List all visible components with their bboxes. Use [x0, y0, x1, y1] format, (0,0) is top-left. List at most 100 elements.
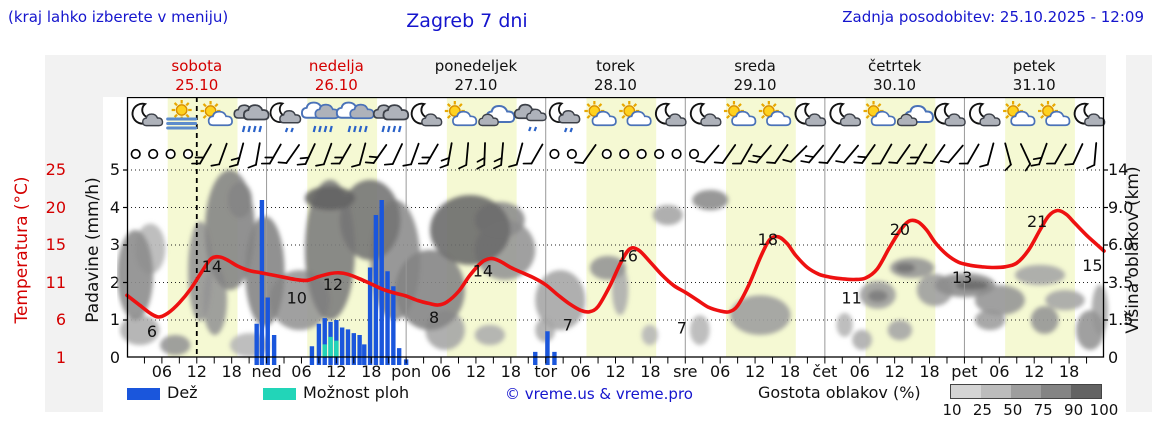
day-date: 25.10	[175, 76, 219, 94]
wind-calm-icon	[654, 148, 665, 160]
rain-bar	[391, 286, 396, 365]
wind-barb-icon	[458, 142, 470, 170]
cloud-density-label: Gostota oblakov (%)	[758, 383, 921, 402]
weather-icon-moon-drizzle	[269, 102, 302, 133]
weather-icon-moon-cloud	[829, 102, 862, 127]
weather-icon-rain	[233, 104, 270, 133]
tick-label: 5	[109, 160, 120, 179]
density-tick-label: 25	[972, 401, 992, 419]
day-header-sreda: sreda 29.10	[685, 57, 825, 95]
temperature-value-label: 10	[287, 288, 307, 307]
cloud-layer	[117, 170, 1109, 358]
weather-icon-cloudy	[478, 104, 516, 127]
wind-barb-icon	[1019, 143, 1032, 172]
day-name: sobota	[171, 57, 223, 75]
rain-bar	[362, 344, 367, 365]
wind-calm-icon	[165, 148, 176, 160]
rain-legend-swatch	[127, 388, 160, 400]
weather-icon-sun-cloud	[200, 101, 233, 127]
rain-bar	[339, 327, 345, 365]
day-name: sreda	[734, 57, 776, 75]
rain-bar	[357, 335, 362, 365]
wind-barb-icon	[1064, 143, 1084, 166]
temperature-value-label: 7	[677, 318, 687, 337]
wind-calm-icon	[671, 148, 682, 160]
weather-icon-sun-fog	[166, 100, 198, 130]
right-axis-panel	[1126, 55, 1152, 412]
cloud-density-ticks: 10 25 50 75 90 100	[942, 401, 1118, 419]
day-header-sobota: sobota 25.10	[127, 57, 267, 95]
wind-barb-icon	[351, 142, 367, 168]
tick-label: 25	[45, 160, 66, 179]
day-abbrev-label: pet	[951, 362, 977, 381]
rain-bar	[309, 346, 315, 365]
credit-link[interactable]: © vreme.us & vreme.pro	[505, 385, 693, 403]
weather-icon-sun-cloud	[444, 101, 478, 127]
temperature-value-label: 13	[952, 268, 972, 287]
wind-barb-icon	[1086, 142, 1098, 170]
page-title: Zagreb 7 dni	[406, 10, 528, 32]
wind-barb-icon	[493, 142, 504, 170]
wind-barb-icon	[1004, 142, 1012, 172]
day-name: četrtek	[867, 57, 922, 75]
rain-bar	[345, 329, 351, 365]
temperature-value-label: 18	[758, 230, 778, 249]
wind-barb-icon	[1030, 142, 1048, 167]
time-label: 06	[710, 362, 730, 381]
wind-barb-icon	[315, 142, 333, 167]
wind-calm-icon	[636, 148, 647, 160]
weather-icon-moon-cloud	[131, 102, 164, 127]
day-name: torek	[596, 57, 635, 75]
wind-barb-icon	[402, 142, 420, 167]
tick-label: 4	[109, 197, 120, 217]
day-date: 28.10	[594, 76, 637, 94]
wind-barb-icon	[508, 142, 524, 168]
day-header-nedelja: nedelja 26.10	[267, 57, 407, 95]
time-label: 12	[187, 362, 207, 381]
time-label: 12	[884, 362, 904, 381]
day-date: 29.10	[733, 76, 777, 94]
wind-barb-icon	[439, 142, 453, 169]
temperature-axis-title: Temperatura (°C)	[12, 176, 32, 324]
density-tick-label: 75	[1033, 401, 1053, 419]
weather-icon-drizzle	[513, 103, 547, 132]
weather-icon-rain	[373, 104, 410, 133]
shower-bar	[334, 340, 339, 358]
wind-barb-icon	[695, 144, 720, 164]
time-label: 12	[466, 362, 486, 381]
temperature-value-label: 6	[147, 322, 157, 341]
day-header-ponedeljek: ponedeljek 27.10	[406, 57, 546, 95]
day-header-strip: sobota 25.10 nedelja 26.10 ponedeljek 27.10 to…	[100, 55, 1106, 97]
wind-barb-icon	[260, 143, 282, 165]
time-label: 06	[291, 362, 311, 381]
rain-bar	[367, 267, 373, 365]
rain-bar	[545, 331, 550, 365]
tick-label: 1	[109, 310, 120, 329]
weather-icon-moon-cloud	[794, 102, 827, 127]
daytime-band	[586, 97, 657, 357]
time-label: 18	[361, 362, 381, 381]
weather-icon-sun-cloud	[1037, 101, 1071, 127]
weather-icon-moon-drizzle	[548, 102, 581, 133]
tick-label: 11	[45, 272, 66, 292]
time-label: 12	[1024, 362, 1044, 381]
left-axis-panel	[45, 55, 103, 412]
wind-calm-icon	[619, 148, 630, 160]
plot-frame	[126, 97, 1105, 358]
temperature-value-label: 14	[202, 257, 222, 276]
time-label: 18	[221, 362, 241, 381]
wind-barb-icon	[958, 143, 980, 165]
density-tick-label: 10	[942, 401, 962, 419]
weather-icon-moon-cloud	[968, 102, 1001, 127]
rain-legend-label: Dež	[167, 383, 198, 402]
day-abbrev-label: ned	[252, 362, 282, 381]
wind-calm-icon	[566, 148, 577, 160]
wind-barb-icon	[906, 143, 928, 165]
temperature-value-label: 20	[890, 220, 910, 239]
time-label: 12	[745, 362, 765, 381]
rain-bar	[322, 318, 327, 365]
time-label: 18	[640, 362, 660, 381]
day-name: nedelja	[308, 57, 364, 75]
rain-bar	[533, 351, 538, 365]
